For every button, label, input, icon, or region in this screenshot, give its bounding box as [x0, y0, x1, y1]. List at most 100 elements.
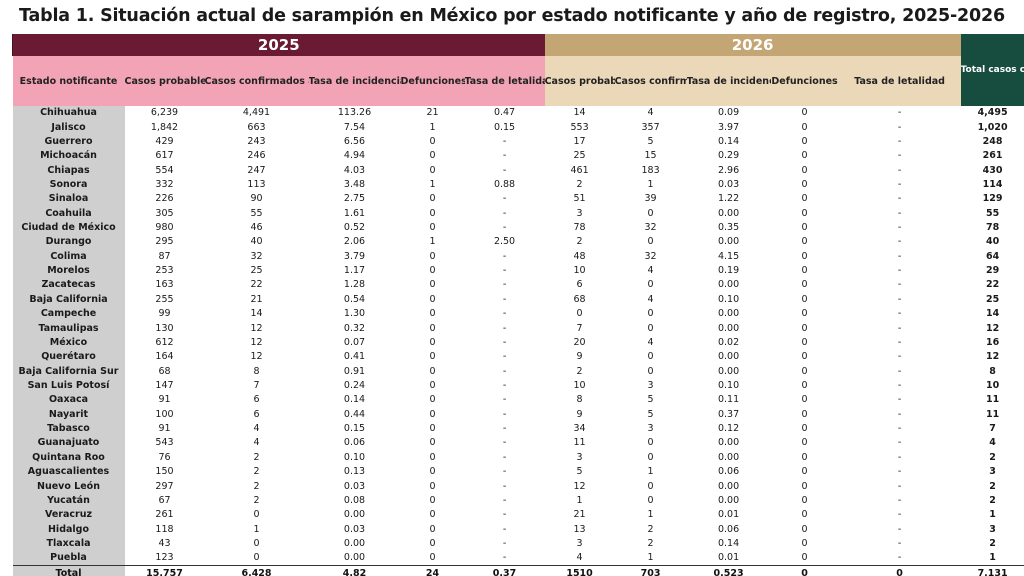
data-cell: 4.15: [717, 250, 740, 262]
data-cell: 0: [801, 380, 808, 391]
data-cell: 0: [801, 480, 808, 492]
col-2026-confirmed: Casos confirmados acumulados 2026: [614, 56, 687, 106]
column-header-row: Estado notificante Casos probables acumu…: [12, 56, 1024, 106]
data-cell: 100: [155, 408, 174, 420]
data-cell: 0.15: [343, 423, 366, 435]
data-cell: 0: [429, 279, 436, 291]
data-cell: 0.00: [717, 494, 740, 506]
total-cell: 15,757: [124, 565, 205, 576]
data-cell: 118: [155, 523, 174, 535]
data-cell: 0.00: [717, 365, 740, 377]
table-row: Tamaulipas 130 12 0.32 0 - 7 0 0.00 0 - 12: [12, 321, 1024, 336]
data-cell: 295: [155, 236, 174, 248]
data-cell: 0: [429, 437, 436, 449]
data-cell: -: [502, 336, 507, 348]
data-cell: -: [897, 408, 902, 420]
data-cell: 0.13: [343, 466, 366, 478]
data-cell: 0: [429, 150, 436, 162]
data-cell: 2: [253, 494, 260, 506]
total-confirmed-cell: 2: [989, 494, 996, 506]
total-cell: 6,428: [204, 565, 309, 576]
data-cell: 0: [429, 509, 436, 521]
data-cell: 1.22: [717, 193, 740, 205]
data-cell: 1.17: [343, 265, 366, 277]
data-cell: 2.75: [343, 193, 366, 205]
data-cell: 246: [247, 150, 266, 162]
total-confirmed-cell: 1,020: [977, 121, 1008, 133]
data-cell: 0.01: [717, 552, 740, 564]
data-cell: 226: [155, 193, 174, 205]
state-name-cell: Veracruz: [12, 508, 125, 523]
data-cell: 0.00: [717, 236, 740, 248]
table-row: Campeche 99 14 1.30 0 - 0 0 0.00 0 - 14: [12, 307, 1024, 322]
data-cell: -: [502, 466, 507, 478]
data-cell: -: [502, 293, 507, 305]
total-confirmed-cell: 2: [989, 480, 996, 492]
data-cell: 90: [250, 193, 263, 205]
data-cell: 130: [155, 322, 174, 334]
data-cell: 0: [801, 552, 808, 564]
data-cell: -: [502, 322, 507, 334]
data-cell: 3.97: [717, 121, 740, 133]
data-cell: 0: [801, 193, 808, 205]
data-cell: 0.00: [717, 308, 740, 320]
col-2025-deaths: Defunciones: [400, 56, 465, 106]
data-cell: -: [897, 437, 902, 449]
data-cell: 0: [801, 250, 808, 262]
data-cell: -: [897, 293, 902, 305]
data-cell: 25: [250, 265, 263, 277]
data-cell: -: [502, 164, 507, 176]
data-cell: -: [897, 236, 902, 248]
data-cell: 0.00: [717, 437, 740, 449]
data-cell: 0.00: [717, 279, 740, 291]
data-cell: 0: [429, 365, 436, 377]
data-cell: 6: [253, 394, 260, 406]
data-cell: -: [502, 537, 507, 549]
data-cell: 2: [253, 451, 260, 463]
data-cell: 4: [647, 107, 654, 119]
data-cell: 0: [647, 207, 654, 219]
data-cell: 22: [250, 279, 263, 291]
data-cell: 32: [644, 250, 657, 262]
data-cell: 980: [155, 222, 174, 234]
data-cell: 0.01: [717, 509, 740, 521]
data-cell: 543: [155, 437, 174, 449]
total-confirmed-cell: 40: [985, 236, 1000, 248]
data-cell: 150: [155, 466, 174, 478]
data-cell: 91: [158, 423, 171, 435]
data-cell: 0.11: [717, 394, 740, 406]
state-name-cell: Puebla: [12, 551, 125, 566]
data-cell: 4: [647, 265, 654, 277]
data-cell: 0: [801, 537, 808, 549]
data-cell: 147: [155, 380, 174, 391]
col-2025-lethality: Tasa de letalidad: [464, 56, 545, 106]
data-cell: 0.10: [343, 451, 366, 463]
data-cell: -: [897, 193, 902, 205]
data-cell: 0: [647, 236, 654, 248]
data-cell: 2.96: [717, 164, 740, 176]
data-cell: 0: [647, 322, 654, 334]
data-cell: 0: [801, 164, 808, 176]
state-name-cell: Oaxaca: [12, 393, 125, 408]
data-cell: 10: [573, 265, 586, 277]
year-header-row: 2025 2026 Total casos confirmados acumul…: [11, 34, 1024, 106]
table-title: Tabla 1. Situación actual de sarampión e…: [19, 6, 1005, 26]
state-name-cell: Zacatecas: [12, 278, 125, 293]
data-cell: 91: [158, 394, 171, 406]
data-cell: 0.03: [343, 480, 366, 492]
data-cell: -: [897, 380, 902, 391]
data-cell: 17: [573, 135, 586, 147]
table-row: Guerrero 429 243 6.56 0 - 17 5 0.14 0 - 248: [12, 134, 1024, 150]
data-cell: 0: [429, 135, 436, 147]
data-cell: 0: [647, 437, 654, 449]
table-row: Nuevo León 297 2 0.03 0 - 12 0 0.00 0 - 2: [12, 479, 1024, 494]
state-name-cell: Durango: [12, 235, 125, 250]
data-cell: -: [502, 451, 507, 463]
data-cell: -: [897, 322, 902, 334]
total-confirmed-cell: 261: [982, 150, 1003, 162]
data-cell: 553: [570, 121, 589, 133]
total-confirmed-cell: 1: [989, 552, 996, 564]
data-cell: 2: [576, 236, 583, 248]
data-cell: 0.00: [343, 552, 366, 564]
data-cell: 10: [573, 380, 586, 391]
